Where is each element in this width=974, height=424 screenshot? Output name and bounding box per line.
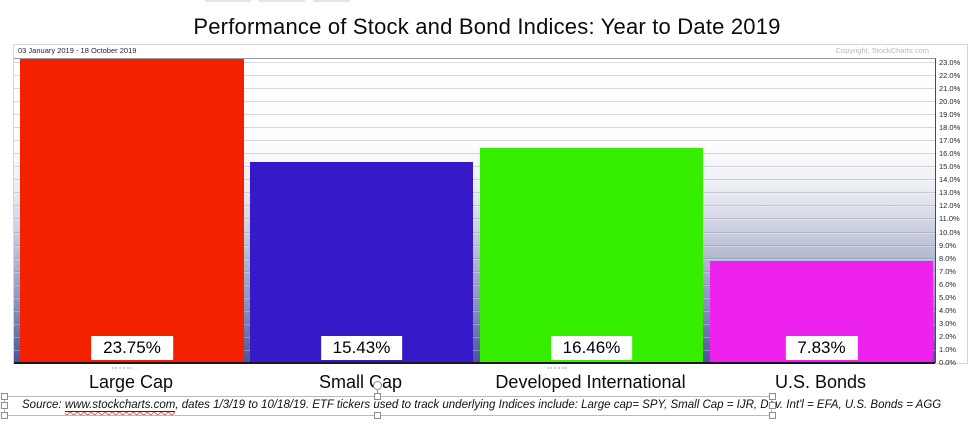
page-title: Performance of Stock and Bond Indices: Y…	[193, 14, 781, 39]
gridline	[14, 153, 935, 155]
gridline	[14, 205, 935, 207]
selection-handle-top-right[interactable]	[769, 393, 776, 400]
axis-tick-artifact	[112, 367, 132, 369]
gridline	[14, 127, 935, 129]
rotate-handle[interactable]	[373, 381, 382, 390]
y-tick-label: 6.0%	[939, 279, 957, 289]
selection-handle-left-middle[interactable]	[1, 402, 8, 409]
y-tick-label: 0.0%	[939, 358, 957, 367]
y-axis-labels: 0.0% 1.0% 2.0% 3.0% 4.0% 5.0% 6.0% 7.0% 8.0% 9.0%…	[938, 57, 969, 367]
axis-tick-artifact	[547, 367, 567, 369]
y-tick-label: 13.0%	[939, 188, 961, 198]
bar-small-cap: 15.43%	[250, 161, 473, 363]
selection-handle-top-middle[interactable]	[374, 393, 381, 400]
y-tick-label: 16.0%	[939, 149, 961, 159]
gridline	[14, 74, 935, 76]
gridline	[14, 257, 935, 259]
gridline	[14, 179, 935, 181]
y-tick-label: 20.0%	[939, 97, 961, 107]
y-tick-label: 7.0%	[939, 266, 957, 276]
y-tick-label: 5.0%	[939, 292, 957, 302]
y-tick-label: 4.0%	[939, 305, 957, 315]
plot-area: 23.75% 15.43% 16.46% 7.83%	[14, 58, 936, 364]
chart-date-range: 03 January 2019 - 18 October 2019	[18, 46, 137, 55]
gridline	[14, 335, 935, 337]
y-tick-label: 3.0%	[939, 318, 957, 328]
y-tick-label: 12.0%	[939, 201, 961, 211]
y-tick-label: 14.0%	[939, 175, 961, 185]
gridline	[14, 309, 935, 311]
gridline	[14, 88, 935, 90]
gridline	[14, 140, 935, 142]
bar-value-label: 15.43%	[320, 336, 403, 360]
y-tick-label: 21.0%	[939, 84, 961, 93]
y-tick-label: 2.0%	[939, 331, 957, 341]
y-tick-label: 18.0%	[939, 123, 961, 133]
selection-handle-bottom-right[interactable]	[769, 412, 776, 419]
gridline	[14, 296, 935, 298]
bar-value-label: 23.75%	[91, 336, 173, 360]
bar-value-label: 7.83%	[785, 336, 858, 360]
source-textbox[interactable]: Source: www.stockcharts.com, dates 1/3/1…	[4, 396, 941, 416]
y-tick-label: 19.0%	[939, 110, 961, 120]
category-label: Developed International	[495, 372, 686, 392]
x-axis-line	[14, 362, 935, 364]
gridline	[14, 166, 935, 168]
gridline	[14, 231, 935, 233]
selection-handle-bottom-middle[interactable]	[374, 412, 381, 419]
source-note: Source: www.stockcharts.com, dates 1/3/1…	[22, 399, 942, 412]
gridline	[14, 218, 935, 220]
gridline	[14, 61, 935, 63]
source-suffix: , dates 1/3/19 to 10/18/19. ETF tickers …	[175, 399, 942, 411]
gridline	[14, 283, 935, 285]
category-row: Large Cap Small Cap Developed Internationa…	[0, 372, 974, 396]
gridline	[14, 244, 935, 246]
y-tick-label: 10.0%	[939, 227, 961, 237]
chart-copyright: Copyright, StockCharts.com	[835, 46, 929, 55]
category-label: Small Cap	[318, 372, 403, 392]
y-tick-label: 22.0%	[939, 70, 961, 80]
chart-image[interactable]: 03 January 2019 - 18 October 2019 Copyri…	[13, 44, 969, 367]
y-tick-label: 8.0%	[939, 253, 957, 263]
y-tick-label: 1.0%	[939, 344, 957, 354]
y-tick-label: 17.0%	[939, 136, 961, 146]
selection-handle-right-middle[interactable]	[769, 402, 776, 409]
y-tick-label: 23.0%	[939, 57, 961, 67]
y-tick-label: 9.0%	[939, 240, 957, 250]
source-prefix: Source:	[22, 399, 65, 411]
gridline	[14, 192, 935, 194]
gridline	[14, 114, 935, 116]
bar-developed-international: 16.46%	[480, 148, 703, 363]
gridline	[14, 322, 935, 324]
screen-artifact	[205, 0, 350, 2]
source-link[interactable]: www.stockcharts.com	[64, 399, 176, 412]
bar-large-cap: 23.75%	[20, 59, 244, 363]
gridline	[14, 270, 935, 272]
bar-value-label: 16.46%	[550, 336, 633, 360]
chart-header: 03 January 2019 - 18 October 2019 Copyri…	[14, 45, 967, 58]
category-label: Large Cap	[88, 372, 174, 392]
y-tick-label: 11.0%	[939, 214, 960, 224]
y-tick-label: 15.0%	[939, 162, 961, 172]
bar-u-s-bonds: 7.83%	[710, 260, 933, 363]
gridline	[14, 348, 935, 350]
category-label: U.S. Bonds	[774, 372, 867, 392]
gridline	[14, 101, 935, 103]
selection-handle-top-left[interactable]	[1, 393, 8, 400]
selection-handle-bottom-left[interactable]	[1, 412, 8, 419]
